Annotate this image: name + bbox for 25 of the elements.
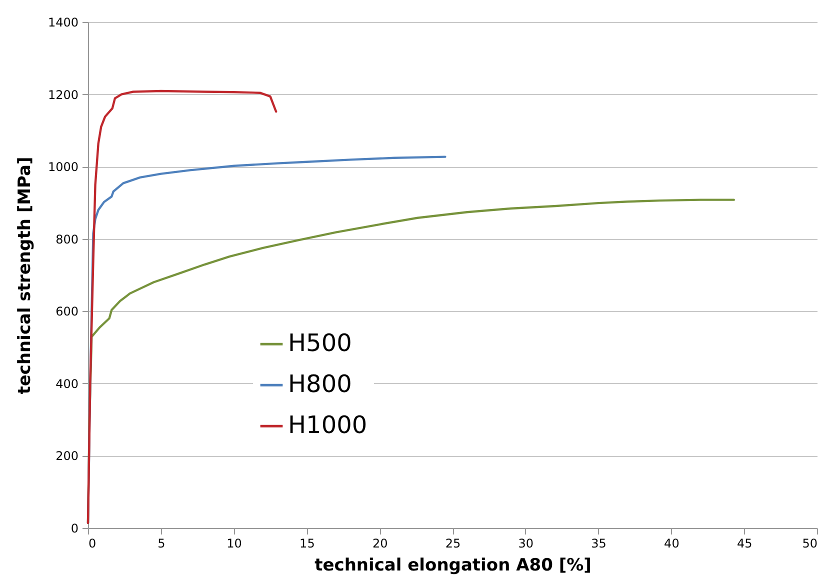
x-tick-label: 40 <box>664 536 680 550</box>
x-axis-title: technical elongation A80 [%] <box>314 556 592 576</box>
x-tick-label: 10 <box>226 536 242 550</box>
x-tick-label: 30 <box>518 536 534 550</box>
y-tick-label: 0 <box>70 522 78 536</box>
legend-label: H800 <box>288 370 352 398</box>
legend-label: H500 <box>288 329 352 358</box>
y-tick-label: 200 <box>56 449 78 464</box>
y-tick-label: 1400 <box>48 16 78 30</box>
y-tick-label: 800 <box>56 232 78 246</box>
x-tick-label: 20 <box>372 536 388 550</box>
x-tick-label: 15 <box>300 536 315 550</box>
x-tick-label: 50 <box>802 536 818 550</box>
y-tick-label: 400 <box>56 376 78 391</box>
y-tick-label: 1200 <box>48 88 78 102</box>
line-series <box>86 90 278 524</box>
x-tick-label: 45 <box>736 536 752 550</box>
y-tick-label: 1000 <box>48 160 78 174</box>
x-tick-label: 0 <box>88 536 96 550</box>
x-tick-label: 35 <box>591 536 606 550</box>
y-tick-label: 600 <box>56 304 78 319</box>
legend-label: H1000 <box>288 411 368 440</box>
x-tick-label: 5 <box>158 536 166 550</box>
x-tick-label: 25 <box>445 536 461 550</box>
y-axis-title: technical strength [MPa] <box>14 156 35 394</box>
